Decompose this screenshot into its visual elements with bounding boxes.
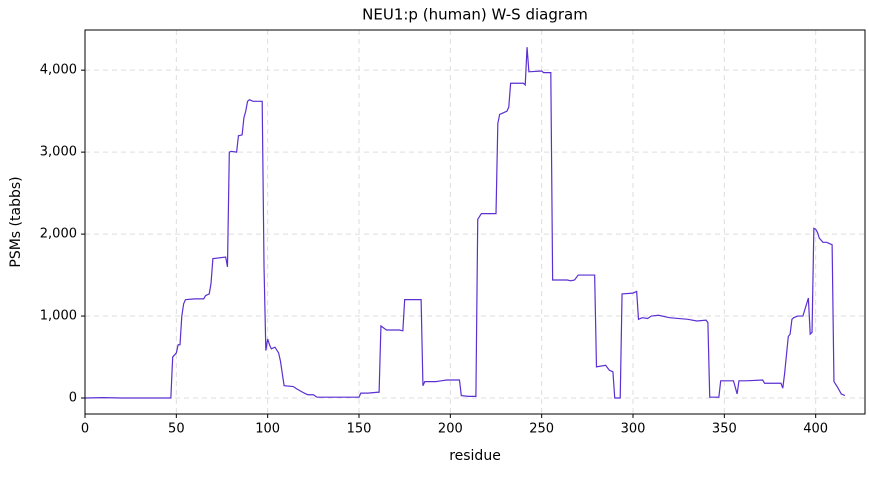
y-tick-label: 3,000 xyxy=(40,145,77,160)
y-tick-label: 1,000 xyxy=(40,309,77,324)
x-tick-label: 50 xyxy=(168,422,185,437)
x-tick-label: 200 xyxy=(438,422,463,437)
x-tick-label: 350 xyxy=(712,422,737,437)
x-tick-label: 0 xyxy=(81,422,89,437)
x-tick-label: 150 xyxy=(347,422,372,437)
x-tick-label: 100 xyxy=(255,422,280,437)
plot-frame xyxy=(84,29,866,415)
x-tick-label: 400 xyxy=(803,422,828,437)
y-tick-label: 2,000 xyxy=(40,227,77,242)
data-line xyxy=(84,47,846,399)
x-tick-label: 300 xyxy=(621,422,646,437)
x-tick-label: 250 xyxy=(529,422,554,437)
x-axis-label: residue xyxy=(449,448,501,464)
y-axis-label: PSMs (tabbs) xyxy=(8,176,24,267)
y-tick-label: 0 xyxy=(69,391,77,406)
chart-title: NEU1:p (human) W-S diagram xyxy=(362,6,588,24)
y-tick-label: 4,000 xyxy=(40,63,77,78)
